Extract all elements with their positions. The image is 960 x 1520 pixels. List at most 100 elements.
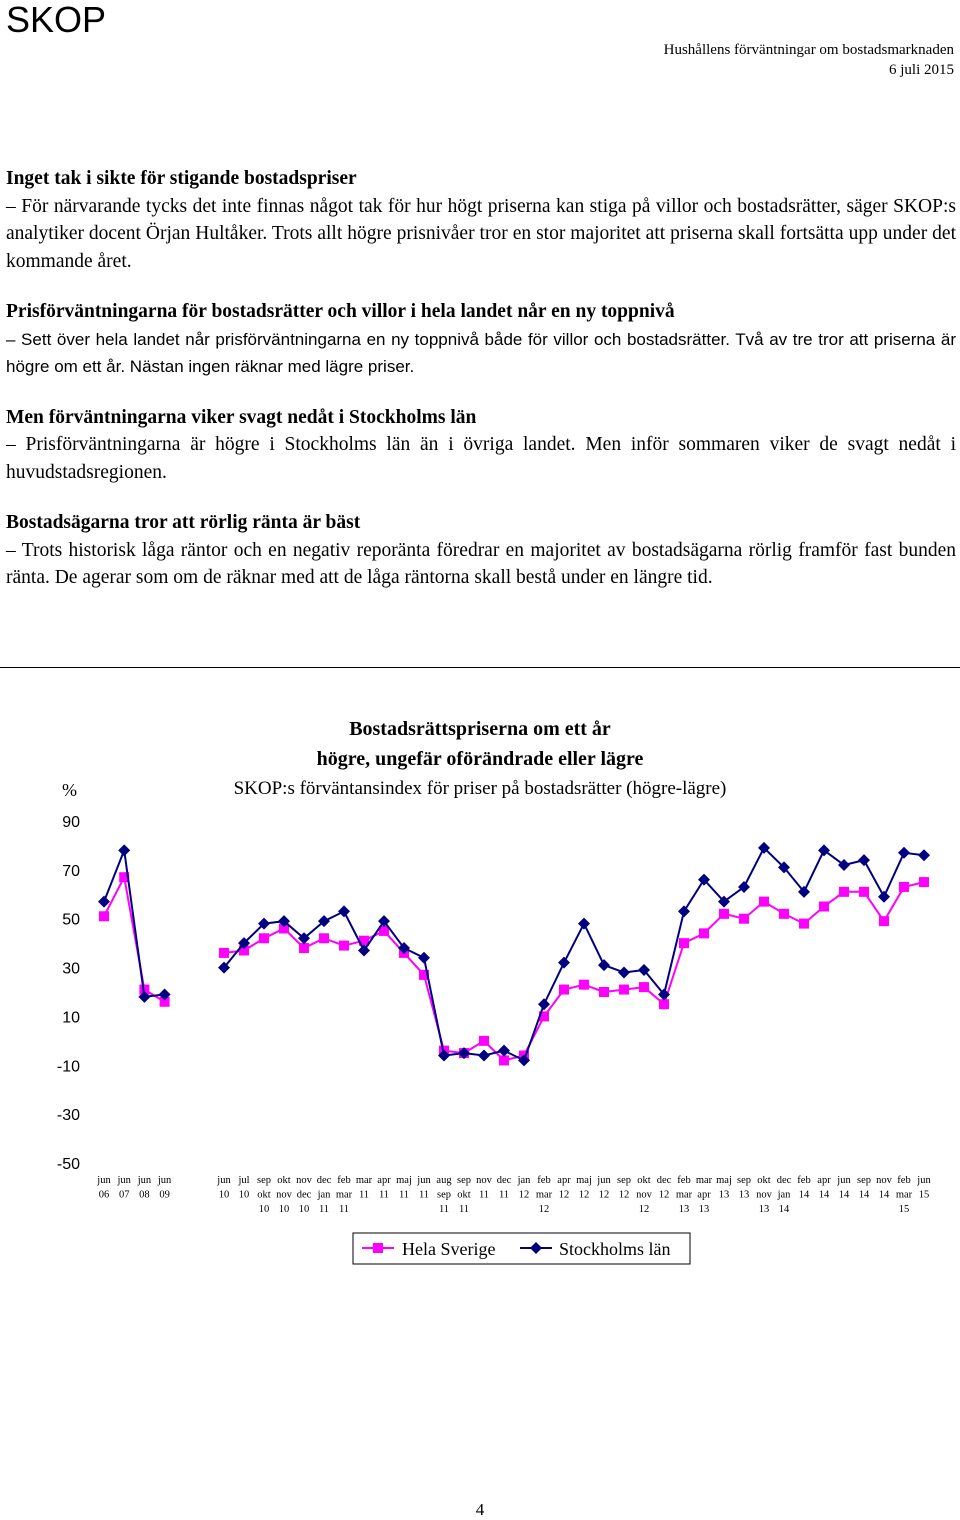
x-tick-label: 11 (479, 1190, 489, 1201)
section-price-ceiling: Inget tak i sikte för stigande bostadspr… (6, 165, 956, 275)
data-point (319, 933, 329, 944)
x-tick-label: 12 (599, 1190, 610, 1201)
x-tick-label: 11 (319, 1204, 329, 1215)
x-tick-label: sep (457, 1175, 471, 1186)
x-tick-label: jun (216, 1175, 231, 1186)
data-point (119, 872, 130, 883)
x-tick-label: nov (476, 1175, 493, 1186)
legend-marker (373, 1243, 383, 1253)
data-point (378, 915, 390, 928)
x-tick-label: apr (557, 1175, 571, 1186)
x-tick-label: jun (916, 1175, 931, 1186)
x-tick-label: maj (716, 1175, 732, 1186)
x-tick-label: 15 (899, 1204, 910, 1215)
section-body: – Trots historisk låga räntor och en neg… (6, 539, 956, 589)
section-heading: Bostadsägarna tror att rörlig ränta är b… (6, 512, 361, 533)
data-point (638, 964, 650, 977)
data-point (678, 905, 690, 918)
x-tick-label: 10 (239, 1190, 250, 1201)
data-point (558, 956, 570, 969)
section-heading: Inget tak i sikte för stigande bostadspr… (6, 168, 357, 189)
x-tick-label: jul (237, 1175, 249, 1186)
page-number: 4 (475, 1500, 485, 1519)
legend-label: Hela Sverige (402, 1239, 495, 1259)
brand-logo-text: SKOP (6, 0, 107, 40)
data-point (359, 935, 369, 946)
y-tick-label: 10 (62, 1009, 80, 1026)
data-point (659, 999, 669, 1010)
x-tick-label: 09 (159, 1190, 170, 1201)
x-tick-label: apr (817, 1175, 831, 1186)
data-point (798, 885, 810, 898)
x-tick-label: apr (697, 1190, 711, 1201)
data-point (279, 923, 289, 934)
data-point (419, 969, 429, 980)
x-tick-label: aug (436, 1175, 452, 1186)
data-point (418, 951, 430, 964)
report-date: 6 juli 2015 (888, 62, 954, 78)
x-tick-label: maj (396, 1175, 412, 1186)
data-point (718, 895, 730, 908)
data-point (479, 1035, 489, 1046)
x-tick-label: nov (296, 1175, 313, 1186)
x-tick-label: 14 (799, 1190, 810, 1201)
report-title: Hushållens förväntningar om bostadsmarkn… (663, 42, 954, 58)
data-point (919, 877, 929, 888)
x-tick-label: feb (797, 1175, 810, 1186)
section-body: – För närvarande tycks det inte finnas n… (6, 195, 956, 272)
data-point (599, 987, 609, 997)
data-point (338, 905, 350, 918)
x-tick-label: jan (317, 1190, 332, 1201)
x-tick-label: nov (276, 1190, 293, 1201)
chart-subtitle: SKOP:s förväntansindex för priser på bos… (234, 778, 727, 799)
x-tick-label: feb (677, 1175, 690, 1186)
x-tick-label: jun (116, 1175, 131, 1186)
x-tick-label: 12 (539, 1204, 550, 1215)
data-point (238, 937, 250, 950)
series-line-stockholms-lan (223, 846, 925, 1062)
data-point (738, 880, 750, 893)
data-point (819, 901, 829, 912)
x-tick-label: dec (777, 1175, 792, 1186)
x-tick-label: sep (437, 1190, 451, 1201)
x-tick-label: dec (497, 1175, 512, 1186)
x-tick-label: jan (777, 1190, 792, 1201)
x-tick-label: jun (157, 1175, 172, 1186)
data-point (759, 896, 769, 907)
y-tick-label: -50 (57, 1156, 80, 1173)
x-tick-label: jan (517, 1175, 532, 1186)
x-tick-label: okt (757, 1175, 771, 1186)
data-point (898, 846, 910, 859)
data-point (398, 942, 410, 955)
data-point (499, 1055, 509, 1066)
x-tick-label: sep (737, 1175, 751, 1186)
data-point (758, 841, 770, 854)
data-point (158, 988, 171, 1001)
x-tick-label: mar (896, 1190, 913, 1201)
data-point (239, 945, 249, 956)
x-tick-label: 13 (739, 1190, 750, 1201)
x-tick-label: dec (317, 1175, 332, 1186)
data-point (98, 895, 110, 908)
section-stockholm: Men förväntningarna viker svagt nedåt i … (6, 404, 956, 487)
y-tick-label: 30 (62, 961, 80, 978)
y-axis-label: % (62, 780, 77, 800)
x-tick-label: feb (337, 1175, 350, 1186)
article: Inget tak i sikte för stigande bostadspr… (6, 165, 956, 615)
data-point (298, 932, 310, 945)
x-tick-label: 12 (619, 1190, 630, 1201)
x-tick-label: mar (676, 1190, 693, 1201)
data-point (99, 911, 109, 922)
series-line-hela-sverige (103, 874, 166, 1003)
data-point (358, 944, 370, 957)
data-point (799, 918, 809, 929)
data-point (118, 844, 131, 857)
x-tick-label: 12 (559, 1190, 570, 1201)
data-point (658, 988, 670, 1001)
x-tick-label: 11 (339, 1204, 349, 1215)
x-tick-label: 15 (919, 1190, 930, 1201)
x-tick-label: 08 (139, 1190, 150, 1201)
x-tick-label: jun (836, 1175, 851, 1186)
report-header: Hushållens förväntningar om bostadsmarkn… (664, 40, 954, 80)
y-tick-label: -10 (57, 1058, 80, 1075)
